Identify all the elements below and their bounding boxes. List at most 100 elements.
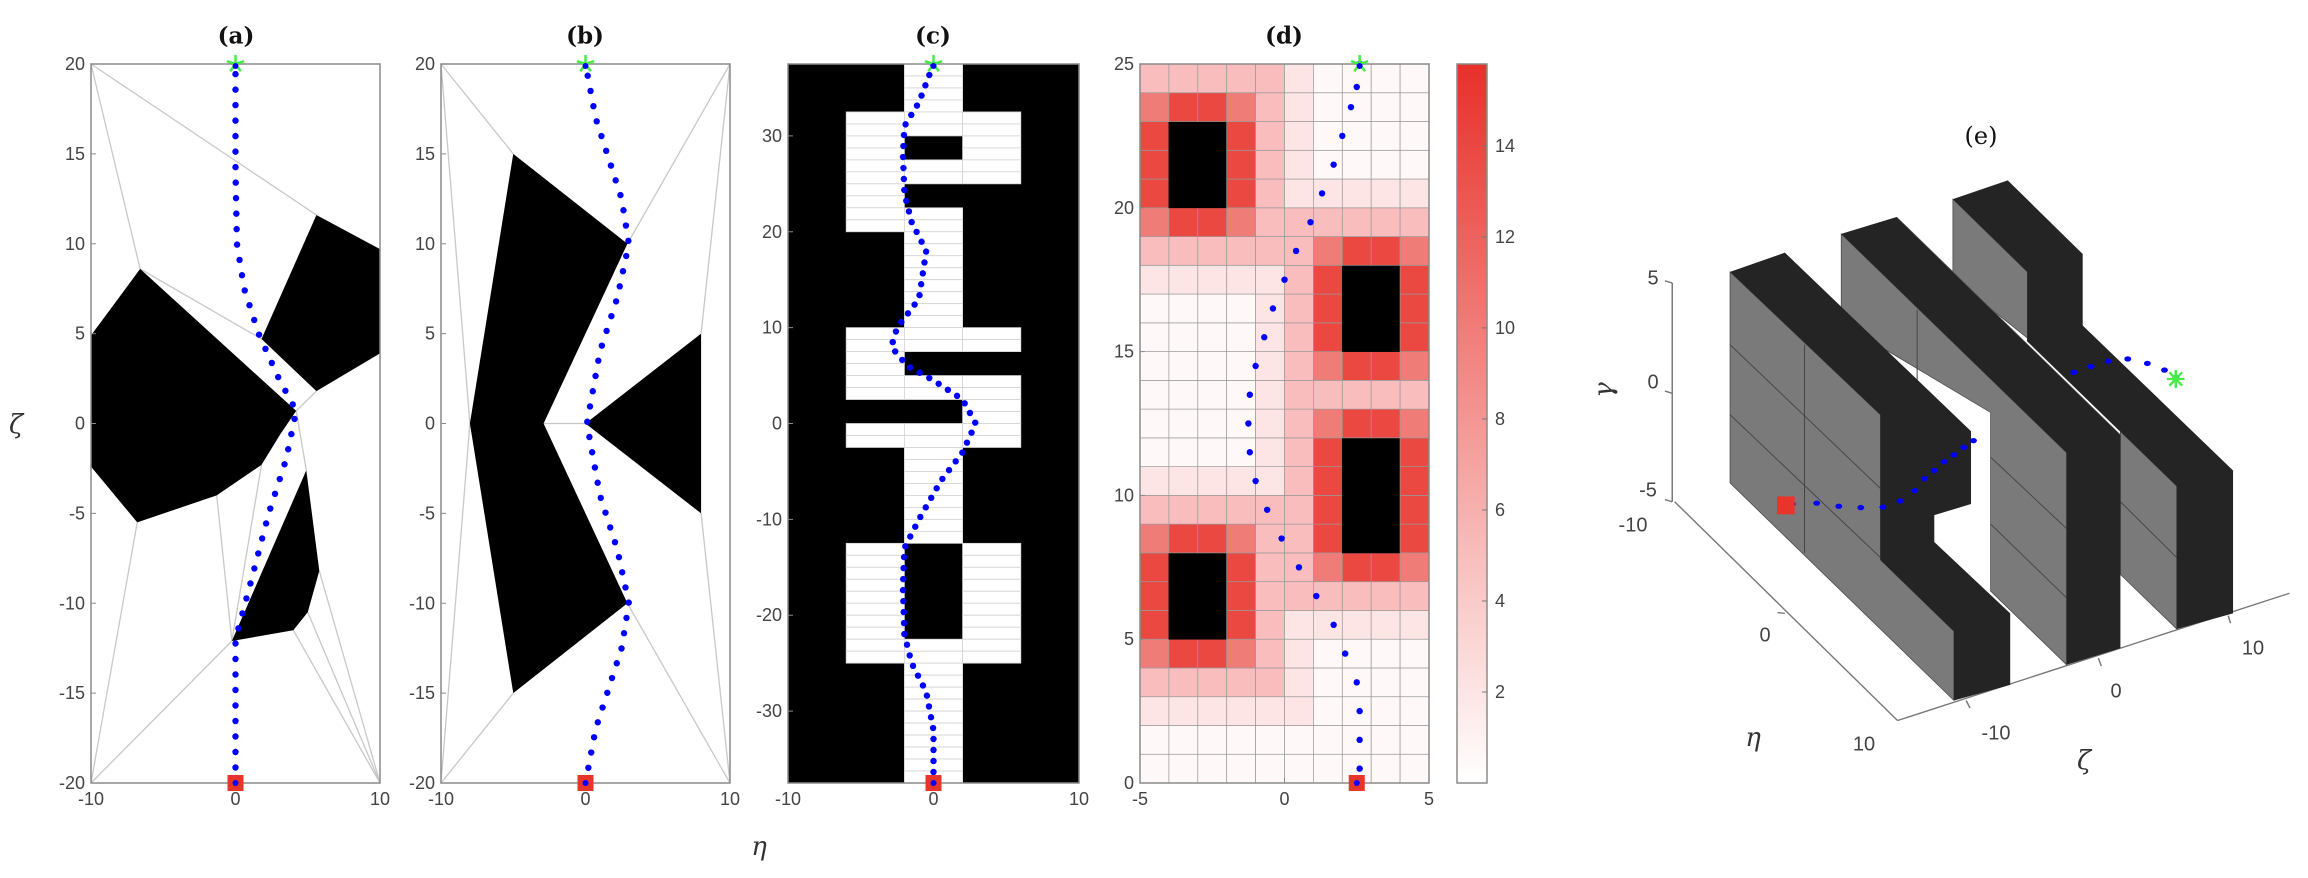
x-tick-label: -10: [78, 789, 104, 809]
heat-cell: [1226, 149, 1256, 180]
path-dot: [1330, 621, 1337, 629]
eta-tick-label: 0: [1759, 624, 1771, 647]
heat-cell: [1370, 725, 1401, 755]
heat-cell: [1139, 322, 1170, 352]
heat-cell: [1139, 753, 1170, 784]
path-dot: [1835, 503, 1843, 509]
roadmap-edge: [318, 570, 381, 784]
y-tick-label: 15: [65, 144, 85, 164]
path-dot: [232, 117, 239, 124]
heat-cell: [1313, 408, 1343, 439]
colorbar: 2 4 6 8 10 12 14: [1456, 63, 1515, 784]
heat-cell: [1226, 725, 1256, 755]
obstacle-cell: [1341, 523, 1372, 554]
heat-cell: [1168, 495, 1199, 525]
obstacle-cell: [1370, 523, 1401, 554]
y-tick-label: -20: [59, 773, 85, 793]
heat-cell: [1313, 667, 1343, 698]
free-cell: [904, 375, 964, 388]
heat-cell: [1139, 92, 1170, 122]
free-cell: [962, 147, 1022, 161]
heat-cell: [1197, 92, 1228, 122]
roadmap-edge: [90, 522, 138, 784]
eta-axis-label-3d: η: [1745, 723, 1761, 753]
heat-cell: [1370, 236, 1401, 266]
colorbar-gradient: [1456, 63, 1488, 784]
free-cell: [904, 99, 964, 113]
y-tick-label: 0: [425, 414, 435, 434]
heat-cell: [1399, 495, 1430, 525]
path-dot: [1341, 650, 1349, 657]
path-dot: [906, 364, 914, 371]
path-dot: [1261, 334, 1268, 341]
path-dot: [598, 132, 605, 140]
heat-cell: [1399, 121, 1430, 151]
heat-cell: [1197, 523, 1228, 554]
heat-cell: [1197, 236, 1228, 266]
heat-cell: [1399, 638, 1430, 669]
path-dot: [901, 630, 908, 638]
heat-cell: [1399, 552, 1430, 583]
path-dot: [935, 380, 942, 387]
wall-1-top: [1730, 252, 2011, 701]
path-dot: [900, 553, 908, 561]
path-dot: [2104, 358, 2112, 364]
heat-cell: [1284, 92, 1314, 122]
gamma-tick-label: -5: [1639, 479, 1657, 502]
free-cell: [845, 578, 905, 592]
colorbar-tick-label: 8: [1495, 409, 1505, 429]
obstacle: [585, 333, 702, 514]
path-dot: [288, 430, 295, 438]
path-dot: [1307, 218, 1314, 226]
path-dot: [930, 768, 937, 776]
heat-cell: [1284, 380, 1314, 410]
path-dot: [2070, 369, 2078, 375]
obstacle-cell: [1197, 149, 1228, 180]
y-tick-label: -15: [59, 683, 85, 703]
free-cell: [962, 135, 1022, 149]
path-dot: [586, 433, 593, 441]
heat-cell: [1139, 380, 1170, 410]
path-dot: [597, 494, 604, 502]
heat-cell: [1313, 207, 1343, 237]
free-cell: [962, 111, 1022, 125]
path-dot: [1356, 63, 1363, 69]
heat-cell: [1255, 408, 1285, 439]
free-cell: [845, 423, 905, 436]
path-dot: [961, 400, 968, 407]
obstacle-cell: [1197, 121, 1228, 151]
path-dot: [232, 640, 239, 647]
path-dot: [930, 780, 937, 786]
path-dot: [1921, 475, 1928, 482]
heat-cell: [1168, 437, 1199, 467]
panel-a: -20 -15 -10 -5 0 5 10 15 20 -10 0 10: [59, 54, 390, 809]
heat-cell: [1313, 610, 1343, 640]
path-dot: [1356, 736, 1363, 744]
heat-cell: [1139, 63, 1170, 94]
heat-cell: [1284, 638, 1314, 669]
obstacle-cell: [1197, 178, 1228, 209]
y-tick-label: 10: [65, 234, 85, 254]
heat-cell: [1284, 178, 1314, 209]
path-dot: [617, 191, 624, 199]
x-tick-label: 0: [580, 789, 590, 809]
path-dot: [900, 142, 907, 150]
free-cell: [962, 566, 1022, 580]
heat-cell: [1313, 92, 1343, 122]
heat-cell: [1284, 725, 1314, 755]
path-dot: [599, 704, 606, 711]
obstacle-cell: [1341, 322, 1372, 352]
path-dot: [584, 418, 591, 425]
path-dot: [613, 660, 620, 667]
path-dot: [232, 163, 239, 171]
roadmap-edge: [292, 629, 381, 784]
free-cell: [845, 147, 905, 161]
x-tick-label: 0: [230, 789, 240, 809]
heat-cell: [1313, 264, 1343, 295]
path-dot: [900, 164, 907, 172]
heat-cell: [1399, 466, 1430, 496]
heat-cell: [1399, 293, 1430, 324]
free-cell: [904, 698, 964, 712]
heat-cell: [1255, 437, 1285, 467]
heat-cell: [1284, 63, 1314, 94]
